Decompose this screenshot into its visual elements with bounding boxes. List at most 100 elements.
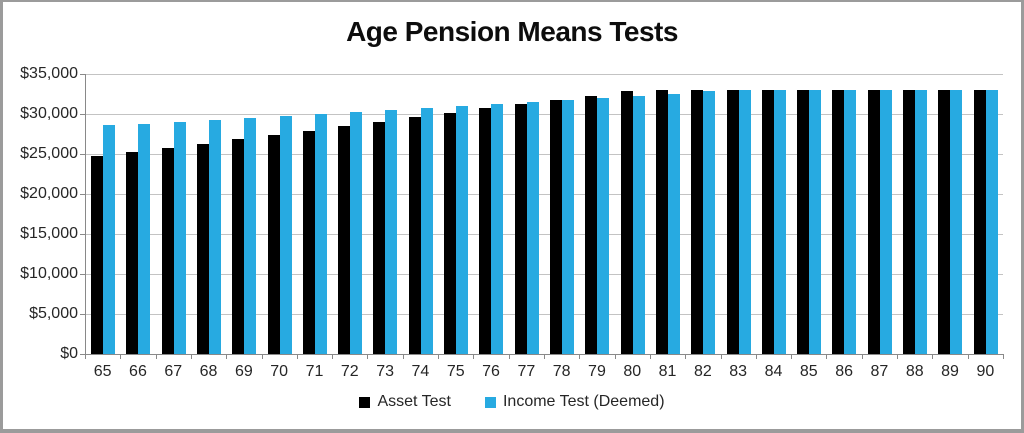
- bar-asset-test-84: [762, 90, 774, 354]
- x-tick-label: 74: [411, 363, 430, 380]
- gridline: [85, 194, 1003, 195]
- x-axis-tick: [438, 354, 439, 359]
- legend-item-asset-test: Asset Test: [359, 393, 451, 411]
- x-axis-tick: [615, 354, 616, 359]
- y-axis-tick: [80, 154, 85, 155]
- x-axis-tick: [509, 354, 510, 359]
- x-axis-tick: [262, 354, 263, 359]
- x-axis-tick: [156, 354, 157, 359]
- x-axis-tick: [579, 354, 580, 359]
- bar-income-test-77: [527, 102, 539, 354]
- y-axis-tick: [80, 314, 85, 315]
- bar-asset-test-78: [550, 100, 562, 354]
- gridline: [85, 314, 1003, 315]
- bar-income-test-80: [633, 96, 645, 354]
- x-axis-tick: [932, 354, 933, 359]
- x-tick-label: 77: [517, 363, 536, 380]
- gridline: [85, 234, 1003, 235]
- legend: Asset Test Income Test (Deemed): [0, 393, 1024, 411]
- x-axis-tick: [403, 354, 404, 359]
- bar-asset-test-82: [691, 90, 703, 354]
- bar-asset-test-80: [621, 91, 633, 354]
- bar-income-test-67: [174, 122, 186, 354]
- y-axis-tick: [80, 234, 85, 235]
- bar-income-test-82: [703, 91, 715, 354]
- bar-asset-test-65: [91, 156, 103, 354]
- x-tick-label: 89: [941, 363, 959, 380]
- bar-asset-test-85: [797, 90, 809, 354]
- bar-asset-test-79: [585, 96, 597, 354]
- x-axis-tick: [297, 354, 298, 359]
- bar-asset-test-66: [126, 152, 138, 354]
- bar-income-test-87: [880, 90, 892, 354]
- gridline: [85, 114, 1003, 115]
- bar-income-test-78: [562, 100, 574, 354]
- y-tick-label: $30,000: [20, 105, 78, 122]
- bar-asset-test-90: [974, 90, 986, 354]
- y-axis-tick: [80, 74, 85, 75]
- x-axis-tick: [862, 354, 863, 359]
- bar-income-test-90: [986, 90, 998, 354]
- bar-asset-test-87: [868, 90, 880, 354]
- bar-asset-test-69: [232, 139, 244, 354]
- y-axis-tick: [80, 274, 85, 275]
- bar-income-test-86: [844, 90, 856, 354]
- y-tick-label: $20,000: [20, 185, 78, 202]
- bar-asset-test-76: [479, 108, 491, 354]
- x-axis-tick: [968, 354, 969, 359]
- bar-income-test-68: [209, 120, 221, 354]
- gridline: [85, 154, 1003, 155]
- legend-item-income-test: Income Test (Deemed): [484, 393, 665, 411]
- y-axis-tick: [80, 354, 85, 355]
- legend-swatch-income-test: [484, 396, 496, 408]
- x-tick-label: 66: [129, 363, 147, 380]
- x-tick-label: 71: [305, 363, 324, 380]
- legend-label-income-test: Income Test (Deemed): [502, 393, 665, 410]
- bar-income-test-79: [597, 98, 609, 354]
- x-axis-tick: [120, 354, 121, 359]
- bar-asset-test-70: [268, 135, 280, 354]
- gridline: [85, 74, 1003, 75]
- x-axis-tick: [367, 354, 368, 359]
- x-axis-tick: [1003, 354, 1004, 359]
- bar-income-test-88: [915, 90, 927, 354]
- x-axis-tick: [791, 354, 792, 359]
- x-axis-tick: [685, 354, 686, 359]
- bar-asset-test-77: [515, 104, 527, 354]
- bar-income-test-85: [809, 90, 821, 354]
- x-axis-tick: [332, 354, 333, 359]
- x-tick-label: 72: [340, 363, 359, 380]
- x-tick-label: 70: [270, 363, 289, 380]
- x-axis-tick: [897, 354, 898, 359]
- bar-income-test-66: [138, 124, 150, 354]
- bar-income-test-76: [491, 104, 503, 354]
- x-tick-label: 68: [199, 363, 218, 380]
- bar-income-test-83: [739, 90, 751, 354]
- x-tick-label: 78: [552, 363, 571, 380]
- x-tick-label: 82: [693, 363, 712, 380]
- x-tick-label: 79: [588, 363, 606, 380]
- bar-asset-test-74: [409, 117, 421, 354]
- bar-income-test-84: [774, 90, 786, 354]
- bar-income-test-69: [244, 118, 256, 354]
- bar-asset-test-72: [338, 126, 350, 354]
- x-axis-tick: [650, 354, 651, 359]
- y-tick-label: $5,000: [29, 305, 78, 322]
- x-axis-tick: [544, 354, 545, 359]
- bar-asset-test-68: [197, 144, 209, 354]
- x-tick-label: 81: [658, 363, 677, 380]
- y-axis-tick: [80, 194, 85, 195]
- bar-income-test-89: [950, 90, 962, 354]
- x-tick-label: 69: [234, 363, 253, 380]
- bar-income-test-70: [280, 116, 292, 354]
- y-axis-tick: [80, 114, 85, 115]
- bar-income-test-71: [315, 114, 327, 354]
- legend-swatch-asset-test: [359, 396, 371, 408]
- x-tick-label: 85: [799, 363, 818, 380]
- bar-asset-test-71: [303, 131, 315, 354]
- x-tick-label: 86: [835, 363, 853, 380]
- x-tick-label: 67: [164, 363, 183, 380]
- x-axis-tick: [721, 354, 722, 359]
- bar-income-test-75: [456, 106, 468, 354]
- x-tick-label: 80: [623, 363, 642, 380]
